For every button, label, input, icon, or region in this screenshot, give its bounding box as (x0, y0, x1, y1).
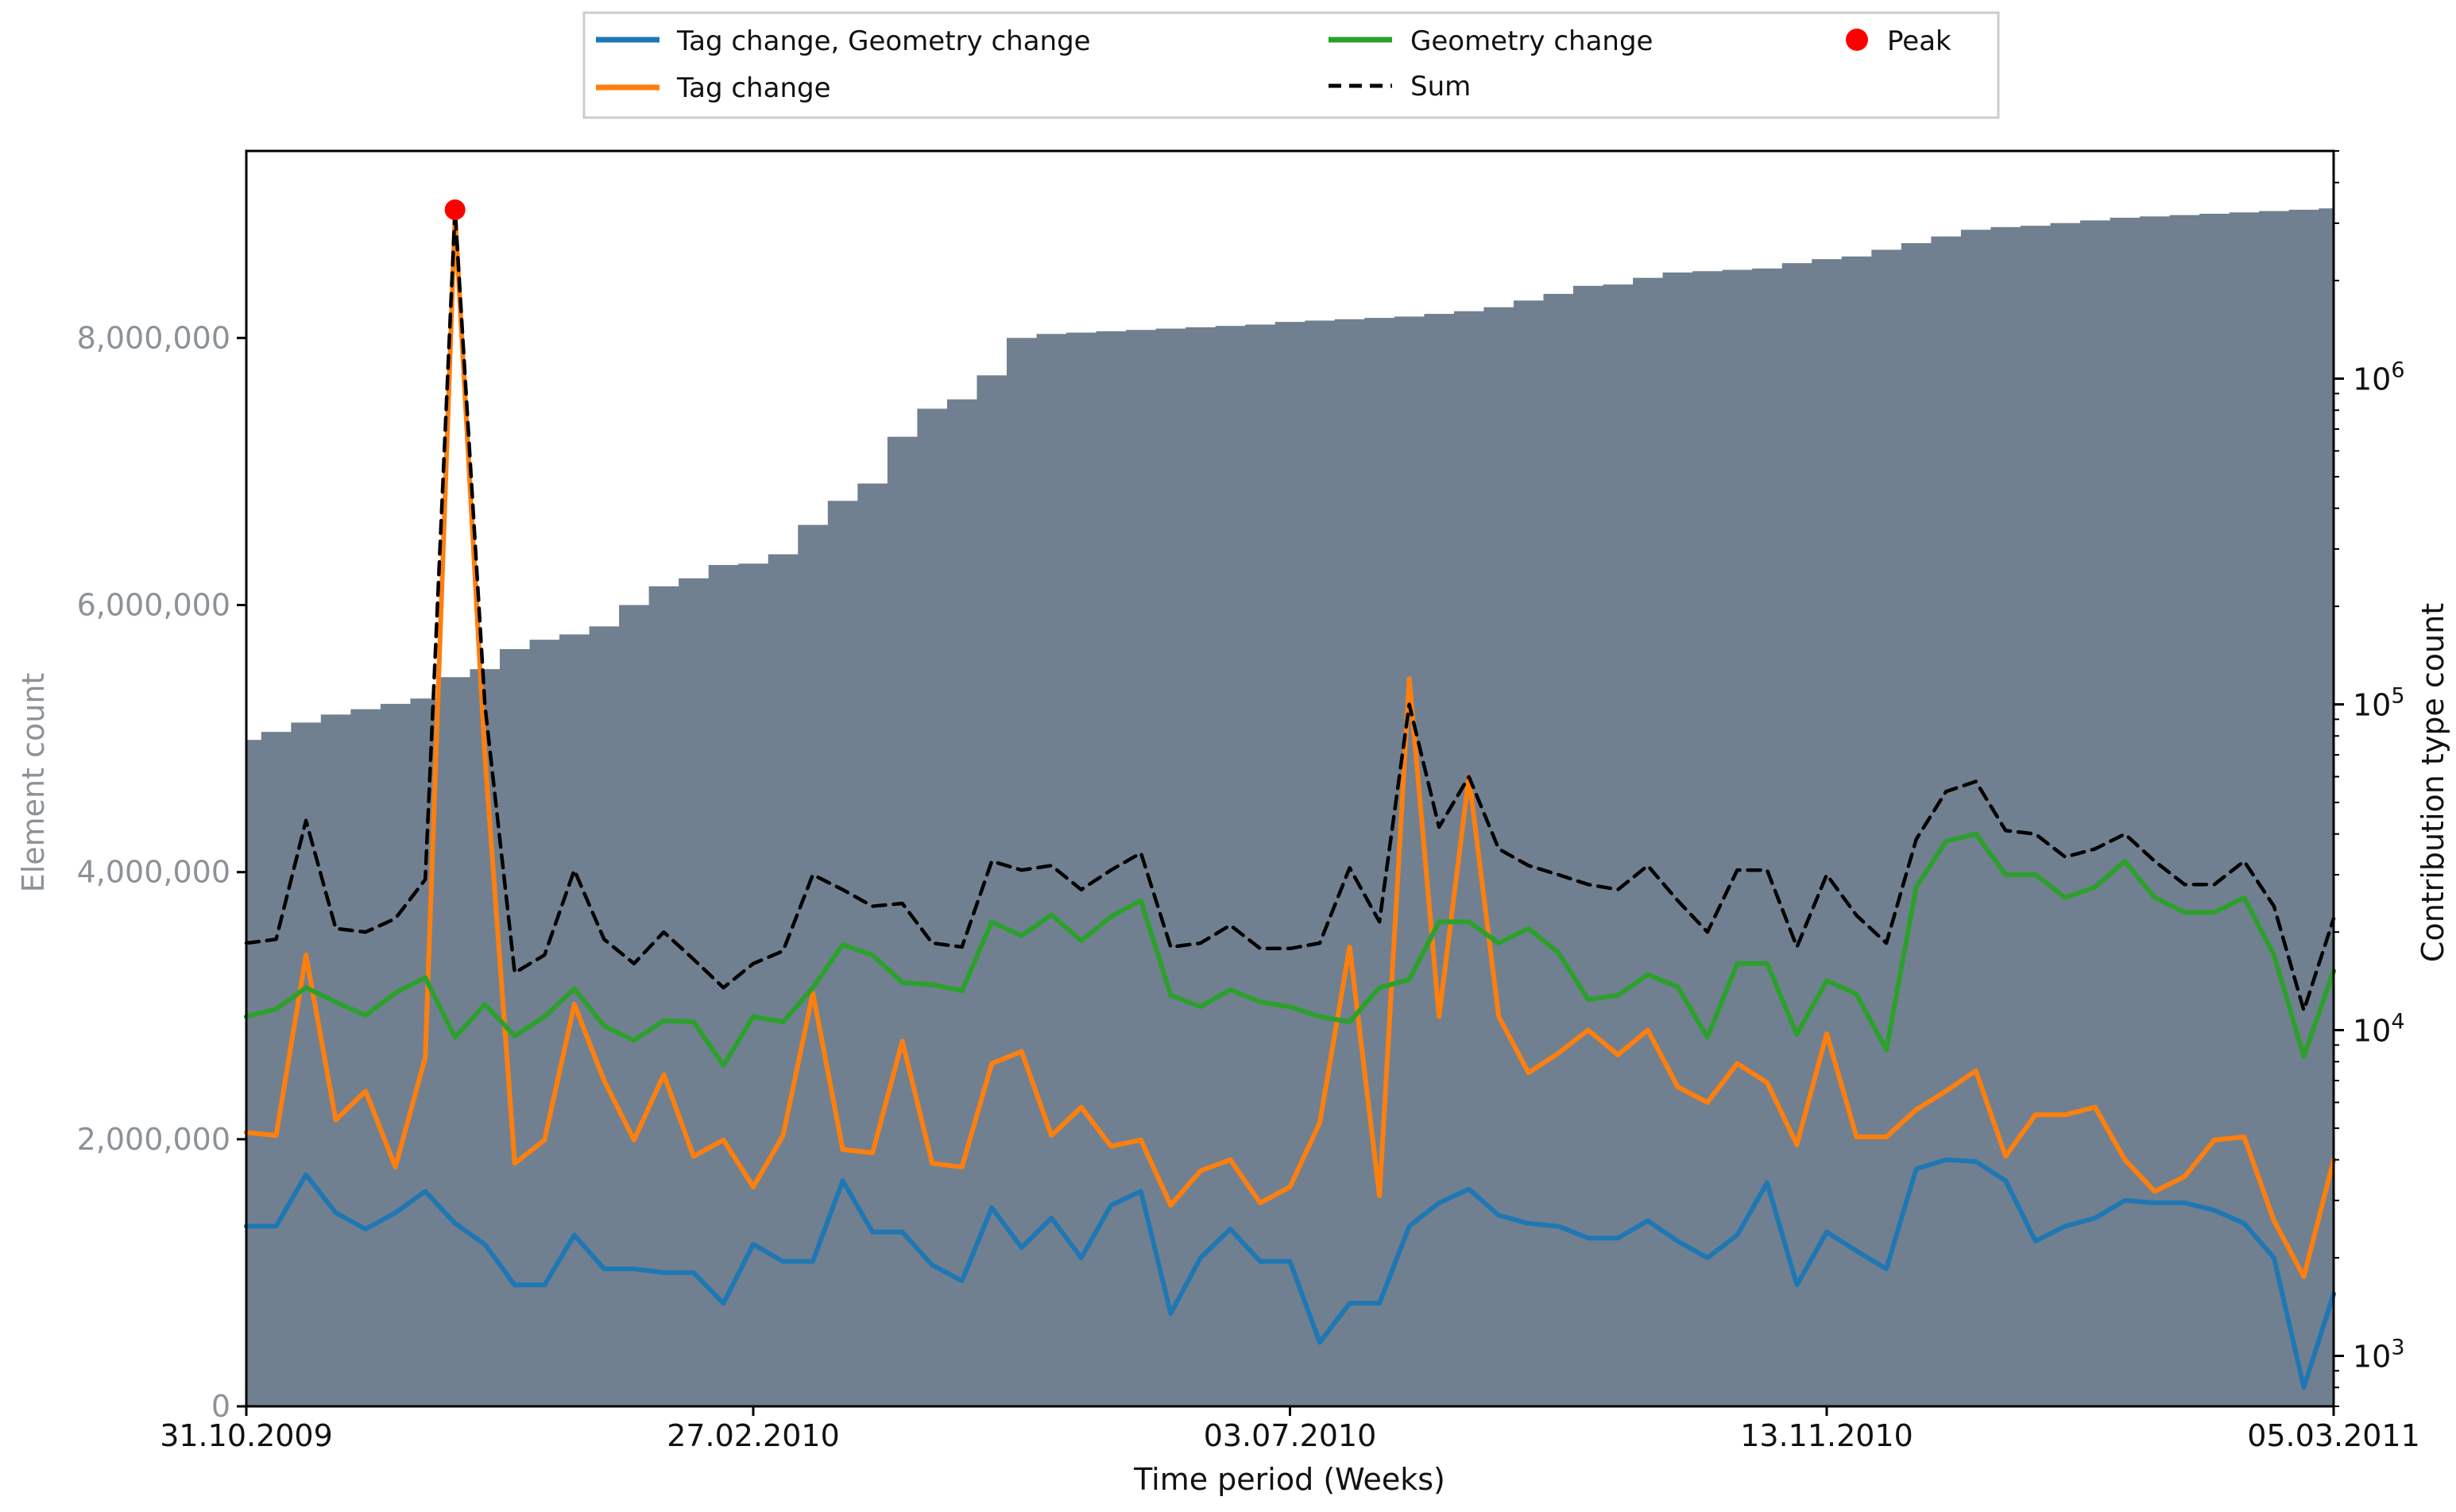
bar-week-22 (887, 436, 918, 1406)
x-tick-label-4: 05.03.2011 (2247, 1418, 2420, 1453)
bar-week-24 (946, 399, 978, 1406)
y-left-tick-label-3: 6,000,000 (77, 587, 230, 622)
bar-week-61 (2050, 222, 2081, 1406)
line-tag-geometry-change (244, 1157, 2336, 1390)
line-tag-change (244, 211, 2336, 1279)
bar-week-62 (2080, 220, 2111, 1406)
y-left-tick-label-4: 8,000,000 (77, 320, 230, 355)
line-sum (244, 207, 2336, 1012)
bar-week-11 (559, 634, 590, 1406)
bar-week-58 (1960, 230, 1992, 1407)
bar-week-64 (2140, 216, 2171, 1406)
bar-week-55 (1871, 249, 1902, 1407)
bar-week-0 (246, 740, 262, 1406)
bar-week-51 (1752, 268, 1783, 1406)
x-tick-label-2: 03.07.2010 (1204, 1418, 1377, 1453)
y-right-tick-label-1: 104 (2353, 1010, 2405, 1049)
bar-week-48 (1662, 272, 1693, 1406)
bar-week-52 (1781, 263, 1812, 1406)
legend-label-geometry: Geometry change (1410, 25, 1653, 57)
bar-week-45 (1573, 285, 1604, 1406)
x-tick-label-0: 31.10.2009 (160, 1418, 333, 1453)
bar-week-43 (1513, 300, 1545, 1406)
peak-marker (444, 199, 466, 220)
bar-week-49 (1692, 271, 1723, 1406)
bar-week-42 (1483, 307, 1514, 1407)
bar-week-18 (768, 554, 799, 1407)
contribution-lines (244, 199, 2336, 1390)
bar-week-13 (619, 605, 650, 1406)
y-left-tick-label-2: 4,000,000 (77, 855, 230, 890)
bar-week-40 (1424, 314, 1455, 1406)
bar-week-14 (648, 586, 679, 1406)
bar-week-46 (1603, 284, 1634, 1407)
legend-box (582, 11, 2000, 119)
x-axis-label: Time period (Weeks) (1133, 1462, 1445, 1497)
bar-week-60 (2020, 226, 2052, 1406)
legend-label-tag-geometry: Tag change, Geometry change (676, 25, 1091, 57)
bar-week-69 (2288, 209, 2319, 1406)
bar-week-4 (350, 709, 381, 1406)
legend-label-tag: Tag change (676, 72, 831, 104)
bar-week-68 (2259, 211, 2290, 1406)
bar-week-19 (798, 524, 829, 1406)
bar-week-5 (380, 703, 412, 1406)
bar-week-38 (1364, 318, 1395, 1406)
bar-week-53 (1812, 259, 1843, 1406)
bar-week-20 (827, 501, 858, 1406)
bar-week-65 (2169, 215, 2200, 1406)
bar-week-54 (1841, 256, 1872, 1406)
bar-week-57 (1931, 236, 1962, 1406)
bar-week-28 (1066, 332, 1097, 1407)
legend: Tag change, Geometry change Tag change G… (582, 11, 2000, 119)
x-tick-label-1: 27.02.2010 (667, 1418, 840, 1453)
bar-week-15 (679, 578, 710, 1406)
legend-label-peak: Peak (1887, 25, 1951, 57)
bar-week-63 (2110, 218, 2141, 1407)
bar-week-34 (1245, 324, 1276, 1407)
legend-swatch-peak (1846, 29, 1868, 51)
bar-week-67 (2229, 212, 2260, 1407)
bar-week-26 (1006, 338, 1038, 1407)
y-axis-label-right: Contribution type count (2415, 603, 2450, 962)
bar-week-37 (1334, 319, 1365, 1406)
bar-week-36 (1305, 320, 1336, 1407)
bar-week-7 (439, 677, 471, 1406)
bar-week-35 (1274, 322, 1305, 1406)
y-right-tick-label-2: 105 (2353, 684, 2405, 723)
y-right-tick-label-0: 103 (2353, 1335, 2405, 1374)
bar-week-70 (2319, 208, 2334, 1406)
bar-week-21 (857, 483, 888, 1406)
bar-week-47 (1633, 277, 1664, 1406)
axes: 0 2,000,000 4,000,000 6,000,000 8,000,000 103… (77, 150, 2420, 1453)
bar-week-27 (1036, 334, 1067, 1406)
bar-week-44 (1543, 293, 1574, 1406)
y-left-tick-label-0: 0 (211, 1389, 230, 1424)
bar-week-23 (917, 408, 948, 1406)
bar-week-66 (2199, 214, 2230, 1406)
bar-week-17 (738, 563, 769, 1406)
bar-week-33 (1215, 326, 1246, 1406)
y-axis-label-left: Element count (16, 673, 51, 893)
legend-label-sum: Sum (1410, 71, 1471, 102)
bar-week-32 (1185, 327, 1216, 1407)
bar-week-31 (1155, 328, 1186, 1406)
y-left-tick-label-1: 2,000,000 (77, 1122, 230, 1157)
line-geometry-change (244, 831, 2336, 1068)
bar-week-2 (291, 722, 322, 1406)
x-tick-label-3: 13.11.2010 (1740, 1418, 1913, 1453)
y-right-tick-label-3: 106 (2353, 358, 2405, 397)
